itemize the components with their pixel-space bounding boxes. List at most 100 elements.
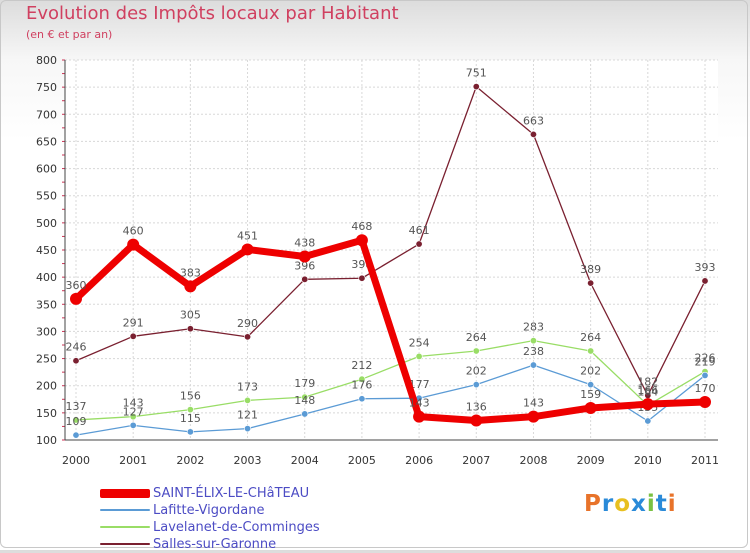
y-tick-label: 650 [36, 135, 57, 148]
y-tick-label: 500 [36, 217, 57, 230]
x-tick-label: 2004 [291, 454, 319, 467]
data-label: 156 [180, 390, 201, 403]
data-label: 438 [294, 237, 315, 250]
logo-letter: r [601, 491, 615, 517]
data-label: 238 [523, 345, 544, 358]
legend-label: Lafitte-Vigordane [153, 503, 265, 518]
logo-letter: i [646, 491, 656, 517]
series-line [75, 340, 706, 421]
data-point [413, 410, 426, 423]
data-point [129, 413, 137, 421]
data-label: 219 [695, 355, 716, 368]
data-point [529, 337, 537, 345]
data-point [641, 398, 654, 411]
logo-letter: o [614, 491, 632, 517]
y-tick-label: 200 [36, 380, 57, 393]
data-point [244, 425, 252, 433]
data-point [415, 240, 423, 248]
data-point [472, 347, 480, 355]
x-tick-label: 2007 [462, 454, 490, 467]
data-label: 202 [580, 365, 601, 378]
logo-letter: x [631, 491, 647, 517]
data-label: 246 [66, 341, 87, 354]
x-tick-label: 2002 [176, 454, 204, 467]
data-point [129, 421, 137, 429]
y-tick-label: 550 [36, 190, 57, 203]
data-label: 663 [523, 114, 544, 127]
y-tick-label: 750 [36, 81, 57, 94]
x-tick-label: 2009 [577, 454, 605, 467]
data-point [358, 375, 366, 383]
data-label: 305 [180, 309, 201, 322]
data-label: 127 [123, 405, 144, 418]
y-tick-label: 350 [36, 298, 57, 311]
y-tick-label: 300 [36, 325, 57, 338]
data-label: 164 [637, 385, 658, 398]
y-tick-label: 150 [36, 407, 57, 420]
data-point [472, 381, 480, 389]
data-point [699, 396, 711, 408]
legend-swatch [100, 489, 150, 498]
data-label: 393 [695, 261, 716, 274]
y-tick-label: 700 [36, 108, 57, 121]
data-point [72, 357, 80, 365]
proxiti-logo: Proxiti [584, 491, 677, 517]
data-point [301, 410, 309, 418]
x-tick-label: 2003 [234, 454, 262, 467]
series-line [75, 85, 706, 397]
data-label: 383 [180, 266, 201, 279]
legend-swatch [100, 526, 150, 528]
data-label: 461 [409, 224, 430, 237]
data-point [244, 396, 252, 404]
data-label: 179 [294, 377, 315, 390]
data-label: 177 [409, 378, 430, 391]
data-label: 109 [66, 415, 87, 428]
data-label: 226 [695, 352, 716, 365]
y-tick-label: 800 [36, 54, 57, 67]
data-label: 389 [580, 263, 601, 276]
data-label: 290 [237, 317, 258, 330]
data-point [584, 401, 597, 414]
data-point [587, 279, 595, 287]
data-label: 202 [466, 365, 487, 378]
data-label: 460 [123, 225, 144, 238]
data-label: 148 [294, 394, 315, 407]
data-point [241, 243, 254, 256]
data-point [587, 381, 595, 389]
data-point [587, 347, 595, 355]
data-label: 751 [466, 67, 487, 80]
data-point [472, 83, 480, 91]
x-tick-label: 2010 [634, 454, 662, 467]
data-label: 176 [351, 379, 372, 392]
x-tick-label: 2006 [405, 454, 433, 467]
logo-letter: t [655, 491, 668, 517]
y-tick-label: 450 [36, 244, 57, 257]
data-point [529, 130, 537, 138]
data-point [70, 292, 82, 305]
y-tick-label: 100 [36, 434, 57, 447]
data-point [527, 410, 540, 423]
data-point [644, 417, 652, 425]
chart-title: Evolution des Impôts locaux par Habitant [26, 3, 399, 24]
data-label: 159 [580, 388, 601, 401]
data-label: 468 [351, 220, 372, 233]
data-point [127, 238, 140, 251]
data-label: 212 [351, 359, 372, 372]
data-label: 166 [637, 384, 658, 397]
data-label: 170 [695, 382, 716, 395]
data-point [298, 250, 311, 263]
legend-label: Lavelanet-de-Comminges [153, 520, 320, 535]
data-label: 360 [66, 279, 87, 292]
data-point [129, 332, 137, 340]
data-point [701, 277, 709, 285]
legend-swatch [100, 543, 150, 545]
data-label: 182 [637, 375, 658, 388]
data-label: 396 [294, 259, 315, 272]
y-tick-label: 600 [36, 163, 57, 176]
data-label: 254 [409, 336, 430, 349]
data-label: 115 [180, 412, 201, 425]
data-point [186, 406, 194, 414]
x-tick-label: 2011 [691, 454, 719, 467]
data-label: 121 [237, 409, 258, 422]
